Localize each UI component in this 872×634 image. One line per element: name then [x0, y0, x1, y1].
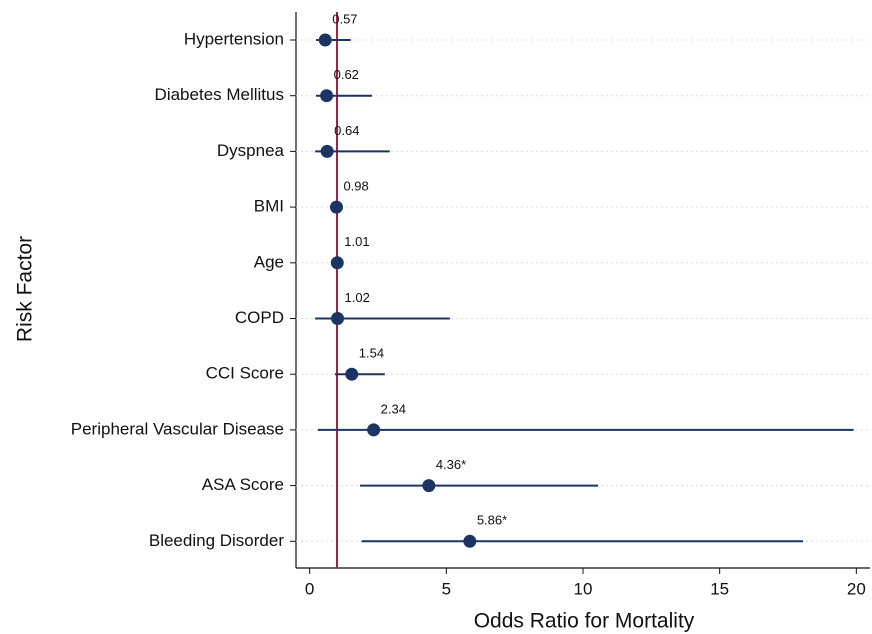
data-label: 2.34 [381, 401, 406, 416]
x-tick-label: 0 [305, 579, 314, 598]
data-label: 0.57 [332, 11, 357, 26]
x-tick-label: 15 [710, 579, 729, 598]
point-estimate [331, 312, 345, 325]
x-tick-label: 5 [442, 579, 451, 598]
y-tick-label: Bleeding Disorder [149, 531, 284, 550]
point-estimate [320, 144, 334, 158]
x-axis-label: Odds Ratio for Mortality [474, 610, 695, 633]
y-tick-label: ASA Score [202, 475, 284, 494]
data-label: 4.36* [436, 457, 466, 472]
y-tick-label: Dyspnea [217, 141, 285, 160]
data-label: 5.86* [477, 513, 507, 528]
data-label: 0.62 [334, 67, 359, 82]
y-tick-label: BMI [254, 197, 284, 216]
point-estimate [329, 200, 343, 214]
point-estimate [367, 423, 381, 437]
y-tick-label: COPD [235, 308, 284, 327]
point-estimate [318, 33, 332, 47]
point-estimate [330, 256, 344, 270]
point-estimate [345, 367, 359, 381]
data-label: 0.64 [334, 123, 359, 138]
y-tick-label: CCI Score [206, 364, 284, 383]
x-tick-label: 10 [574, 579, 593, 598]
x-tick-label: 20 [847, 579, 866, 598]
y-tick-label: Diabetes Mellitus [155, 85, 284, 104]
y-tick-label: Peripheral Vascular Disease [71, 419, 284, 438]
point-estimate [463, 534, 477, 548]
data-label: 1.01 [344, 234, 369, 249]
data-label: 1.02 [345, 290, 370, 305]
y-axis-label: Risk Factor [14, 236, 37, 342]
data-label: 0.98 [343, 179, 368, 194]
y-tick-label: Hypertension [184, 29, 284, 48]
point-estimate [422, 479, 436, 493]
y-tick-label: Age [254, 252, 284, 271]
data-label: 1.54 [359, 346, 384, 361]
point-estimate [320, 89, 334, 103]
